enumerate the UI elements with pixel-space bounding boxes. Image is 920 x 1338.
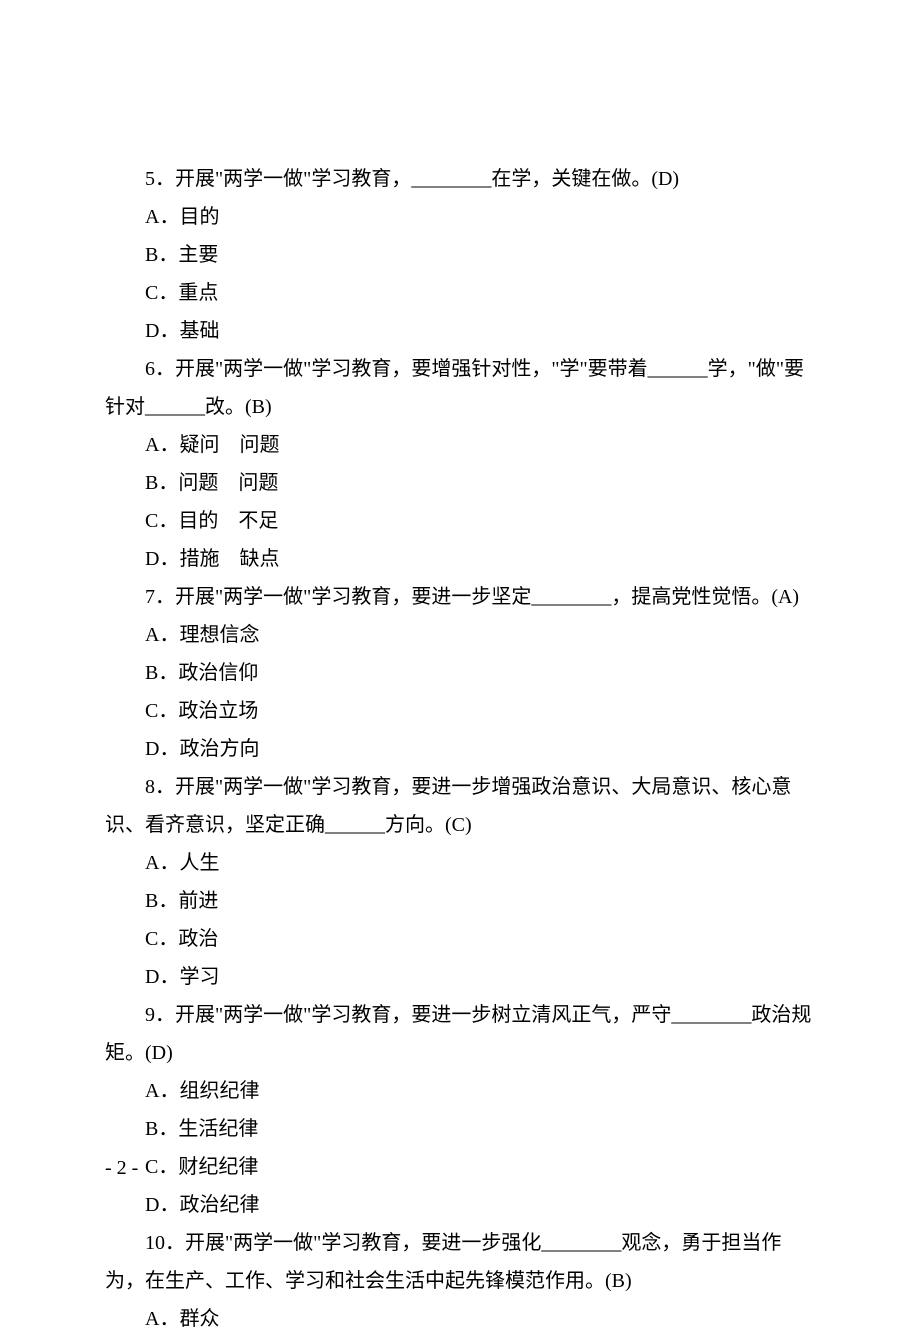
document-page: 5．开展"两学一做"学习教育，________在学，关键在做。(D) A．目的 … (0, 0, 920, 1302)
question-9-num: 9 (145, 1004, 155, 1026)
question-7-option-b: B．政治信仰 (105, 654, 815, 692)
question-8-text: 8．开展"两学一做"学习教育，要进一步增强政治意识、大局意识、核心意识、看齐意识… (105, 768, 815, 844)
question-9-option-d: D．政治纪律 (105, 1186, 815, 1224)
question-8-body: ．开展"两学一做"学习教育，要进一步增强政治意识、大局意识、核心意识、看齐意识，… (105, 776, 791, 836)
question-7-option-a: A．理想信念 (105, 616, 815, 654)
question-6-body: ．开展"两学一做"学习教育，要增强针对性，"学"要带着______学，"做"要针… (105, 358, 804, 418)
question-9-option-a: A．组织纪律 (105, 1072, 815, 1110)
question-10-num: 10 (145, 1232, 165, 1254)
question-5-option-c: C．重点 (105, 274, 815, 312)
question-9-option-b: B．生活纪律 (105, 1110, 815, 1148)
question-8-num: 8 (145, 776, 155, 798)
question-6-option-c: C．目的 不足 (105, 502, 815, 540)
question-9-body: ．开展"两学一做"学习教育，要进一步树立清风正气，严守________政治规矩。… (105, 1004, 811, 1064)
question-7-num: 7 (145, 586, 155, 608)
question-5-num: 5 (145, 168, 155, 190)
question-6-option-b: B．问题 问题 (105, 464, 815, 502)
question-5-option-a: A．目的 (105, 198, 815, 236)
question-10-text: 10．开展"两学一做"学习教育，要进一步强化________观念，勇于担当作为，… (105, 1224, 815, 1300)
page-number: - 2 - (105, 1149, 138, 1187)
question-7-option-c: C．政治立场 (105, 692, 815, 730)
question-8-option-c: C．政治 (105, 920, 815, 958)
question-8-option-d: D．学习 (105, 958, 815, 996)
question-8-option-b: B．前进 (105, 882, 815, 920)
question-7-text: 7．开展"两学一做"学习教育，要进一步坚定________，提高党性觉悟。(A) (105, 578, 815, 616)
question-6-num: 6 (145, 358, 155, 380)
question-5-body: ．开展"两学一做"学习教育，________在学，关键在做。(D) (155, 168, 679, 190)
question-10-body: ．开展"两学一做"学习教育，要进一步强化________观念，勇于担当作为，在生… (105, 1232, 781, 1292)
question-5-text: 5．开展"两学一做"学习教育，________在学，关键在做。(D) (105, 160, 815, 198)
question-8-option-a: A．人生 (105, 844, 815, 882)
question-9-option-c: C．财纪纪律 (105, 1148, 815, 1186)
question-10-option-a: A．群众 (105, 1300, 815, 1338)
question-6-option-d: D．措施 缺点 (105, 540, 815, 578)
question-5-option-b: B．主要 (105, 236, 815, 274)
question-7-option-d: D．政治方向 (105, 730, 815, 768)
question-9-text: 9．开展"两学一做"学习教育，要进一步树立清风正气，严守________政治规矩… (105, 996, 815, 1072)
question-6-option-a: A．疑问 问题 (105, 426, 815, 464)
question-5-option-d: D．基础 (105, 312, 815, 350)
question-7-body: ．开展"两学一做"学习教育，要进一步坚定________，提高党性觉悟。(A) (155, 586, 799, 608)
question-6-text: 6．开展"两学一做"学习教育，要增强针对性，"学"要带着______学，"做"要… (105, 350, 815, 426)
